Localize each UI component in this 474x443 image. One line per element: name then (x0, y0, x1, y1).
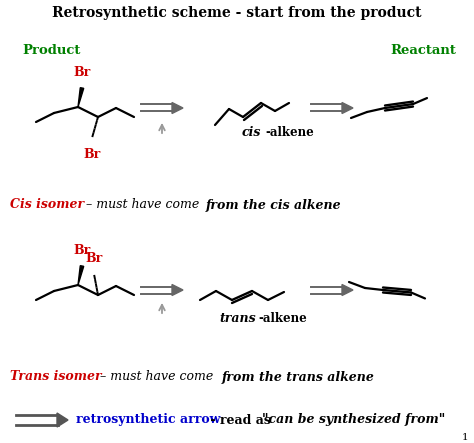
Polygon shape (342, 284, 353, 295)
Text: Br: Br (73, 66, 91, 79)
Text: -alkene: -alkene (265, 127, 314, 140)
Text: from the cis alkene: from the cis alkene (206, 198, 342, 211)
Polygon shape (172, 284, 183, 295)
Polygon shape (342, 102, 353, 113)
Text: Br: Br (85, 252, 103, 265)
Text: from the trans alkene: from the trans alkene (222, 370, 375, 384)
Polygon shape (78, 88, 84, 107)
Text: Retrosynthetic scheme - start from the product: Retrosynthetic scheme - start from the p… (52, 6, 422, 20)
Polygon shape (57, 413, 68, 427)
Text: Br: Br (73, 244, 91, 257)
Text: cis: cis (241, 127, 261, 140)
Text: -alkene: -alkene (258, 311, 307, 325)
Text: – must have come: – must have come (82, 198, 203, 211)
Text: Cis isomer: Cis isomer (10, 198, 84, 211)
Text: – must have come: – must have come (96, 370, 217, 384)
Text: Product: Product (22, 43, 81, 57)
Text: Trans isomer: Trans isomer (10, 370, 101, 384)
Text: Reactant: Reactant (390, 43, 456, 57)
Text: Br: Br (83, 148, 100, 161)
Polygon shape (172, 102, 183, 113)
Text: trans: trans (219, 311, 256, 325)
Polygon shape (78, 266, 84, 285)
Text: "can be synthesized from": "can be synthesized from" (262, 413, 445, 427)
Text: 1: 1 (461, 434, 468, 443)
Text: - read as: - read as (206, 413, 275, 427)
Text: retrosynthetic arrow: retrosynthetic arrow (76, 413, 220, 427)
